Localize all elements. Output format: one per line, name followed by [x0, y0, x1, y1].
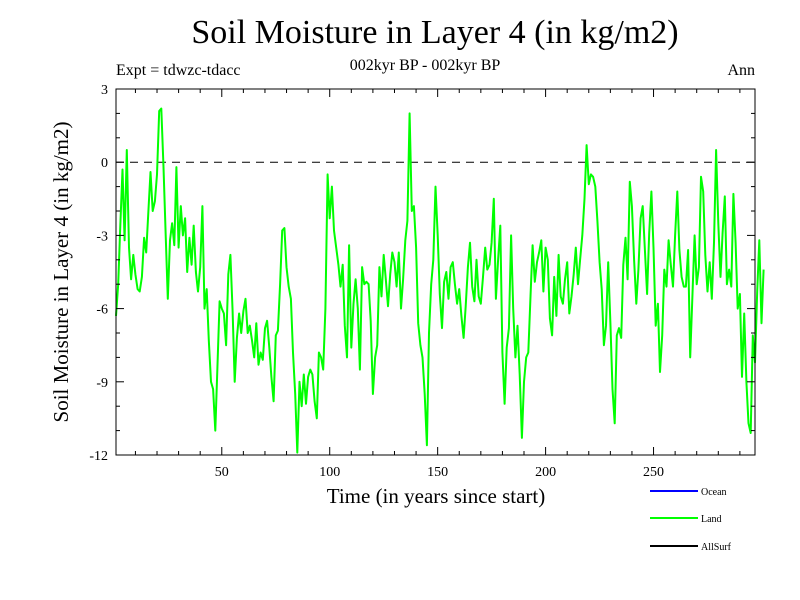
x-tick-label: 100 — [319, 465, 340, 480]
x-axis-label: Time (in years since start) — [327, 484, 546, 508]
legend-label-land: Land — [701, 514, 722, 525]
y-axis-label: Soil Moisture in Layer 4 (in kg/m2) — [49, 122, 73, 423]
y-tick-label: -3 — [96, 229, 108, 244]
y-tick-label: 0 — [101, 156, 108, 171]
chart-title: Soil Moisture in Layer 4 (in kg/m2) — [191, 14, 679, 51]
y-tick-label: 3 — [101, 83, 108, 98]
season-label: Ann — [727, 62, 755, 79]
y-tick-label: -12 — [89, 449, 108, 464]
experiment-label: Expt = tdwzc-tdacc — [116, 62, 241, 79]
legend: Ocean Land AllSurf — [650, 487, 732, 553]
x-tick-label: 150 — [427, 465, 448, 480]
chart-subtitle: 002kyr BP - 002kyr BP — [349, 57, 501, 74]
legend-label-ocean: Ocean — [701, 487, 727, 498]
series-line-land — [115, 107, 765, 454]
legend-label-allsurf: AllSurf — [701, 542, 732, 553]
y-tick-label: -6 — [96, 303, 108, 318]
x-tick-label: 50 — [215, 465, 229, 480]
plot-frame — [115, 88, 756, 456]
x-tick-label: 250 — [643, 465, 664, 480]
y-tick-label: -9 — [96, 376, 108, 391]
x-tick-label: 200 — [535, 465, 556, 480]
